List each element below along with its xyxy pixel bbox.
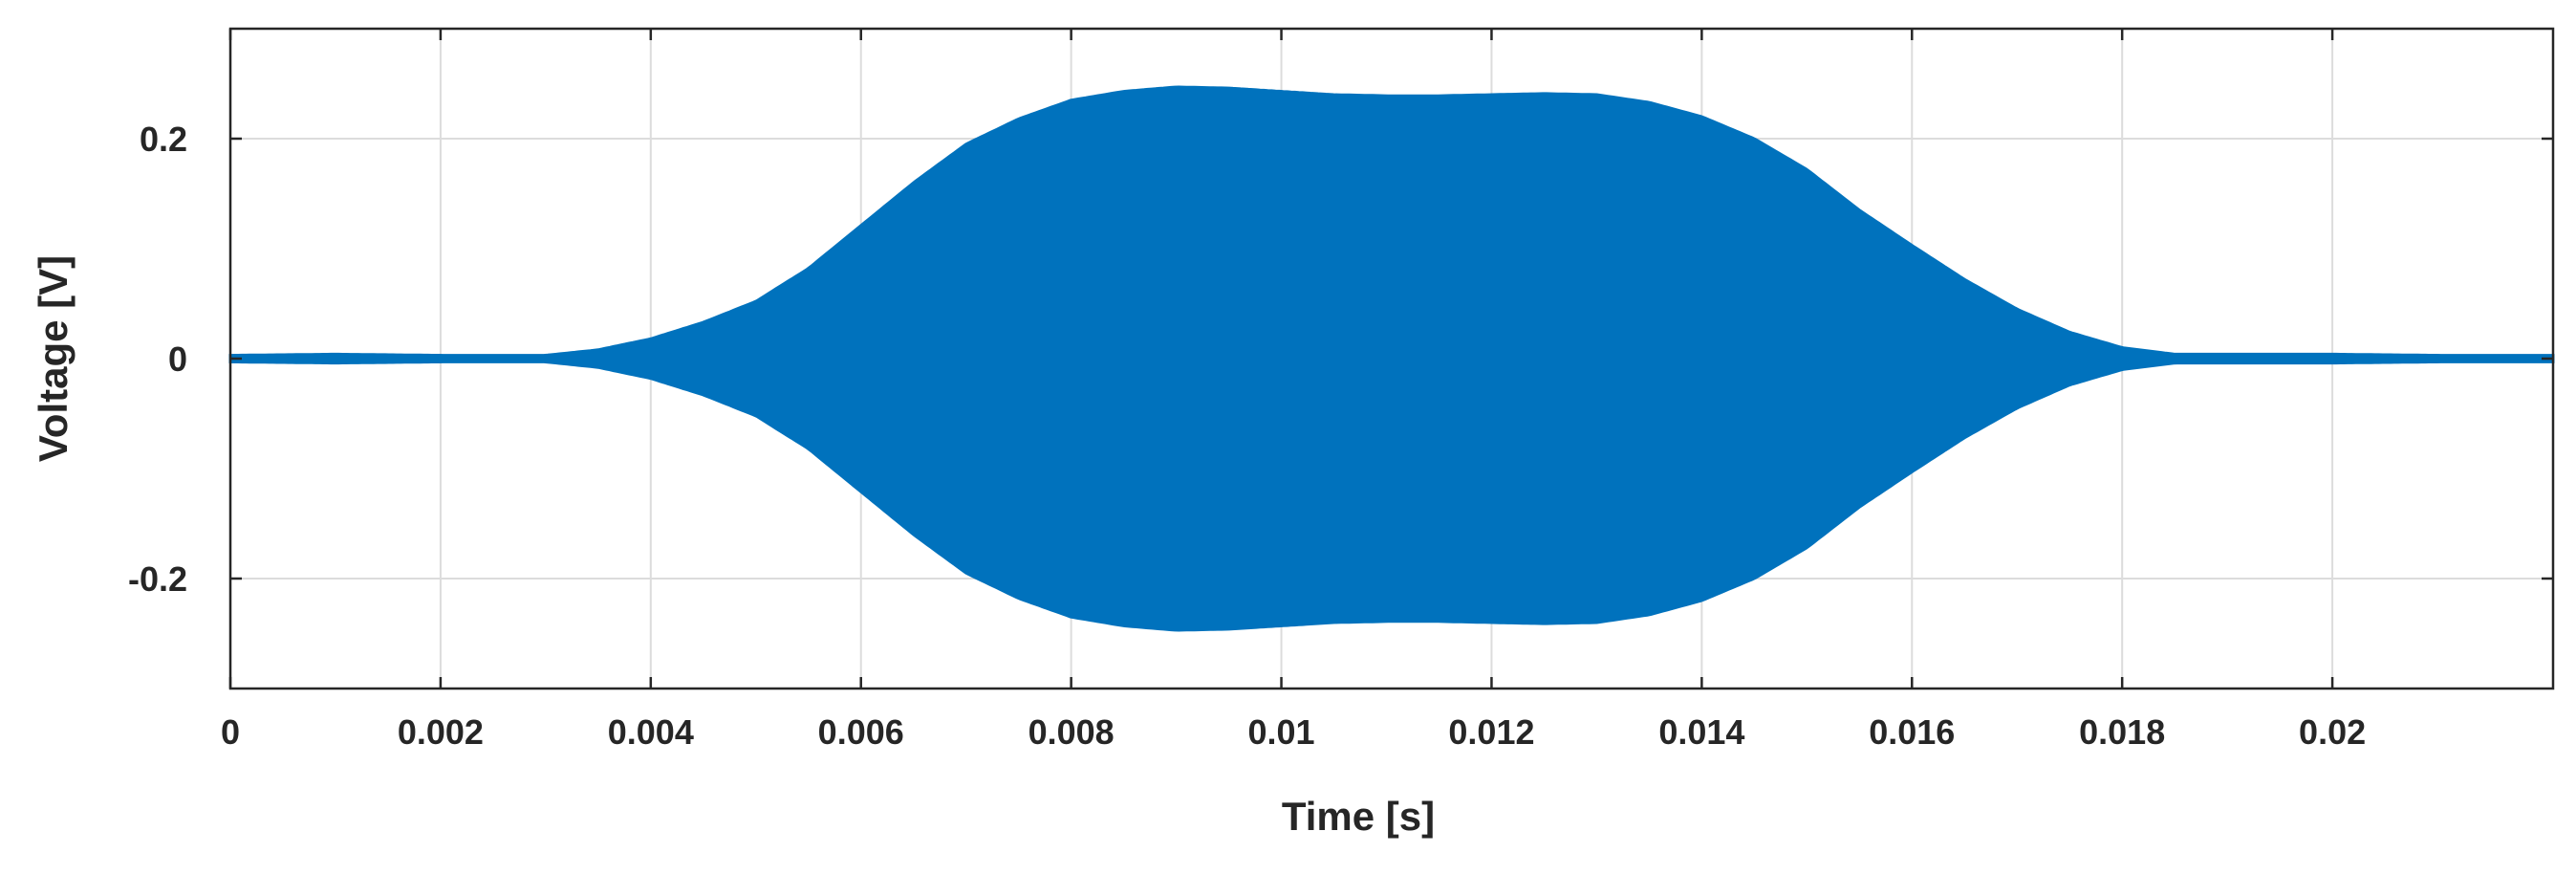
x-tick-label: 0.004 (608, 712, 694, 752)
x-tick-label: 0.018 (2079, 712, 2165, 752)
x-tick-label: 0.002 (398, 712, 484, 752)
x-axis-label: Time [s] (1282, 794, 1435, 839)
tick-marks (228, 29, 2553, 689)
x-tick-labels: 0 0.002 0.004 0.006 0.008 0.01 0.012 0.014 0.016… (221, 712, 2366, 752)
x-tick-label: 0.014 (1658, 712, 1744, 752)
x-tick-label: 0.02 (2299, 712, 2366, 752)
y-axis-label: Voltage [V] (31, 255, 76, 462)
x-tick-label: 0 (221, 712, 240, 752)
x-tick-label: 0.016 (1869, 712, 1955, 752)
y-tick-label: -0.2 (128, 559, 187, 599)
x-tick-label: 0.01 (1248, 712, 1315, 752)
y-tick-labels: 0.2 0 -0.2 (128, 120, 187, 599)
y-tick-label: 0.2 (140, 120, 187, 159)
x-tick-label: 0.008 (1028, 712, 1115, 752)
y-tick-label: 0 (168, 339, 187, 379)
x-tick-label: 0.012 (1448, 712, 1534, 752)
x-tick-label: 0.006 (818, 712, 904, 752)
